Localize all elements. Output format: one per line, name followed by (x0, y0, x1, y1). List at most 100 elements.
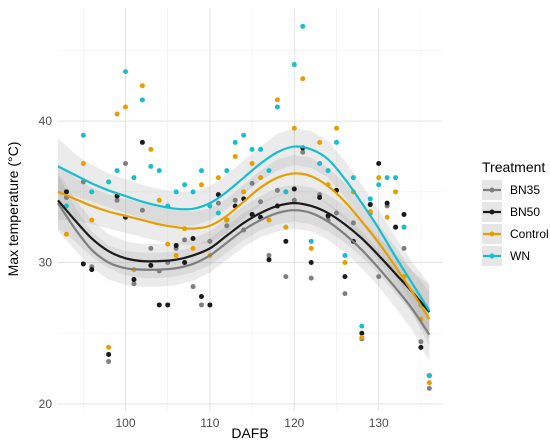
data-point-bn35 (283, 274, 289, 280)
data-point-wn (173, 189, 179, 195)
data-point-control (249, 161, 255, 167)
data-point-control (173, 252, 179, 258)
data-point-bn50 (283, 238, 289, 244)
legend: Treatment BN35 BN50 Control WN (482, 159, 549, 266)
data-point-bn35 (266, 252, 272, 258)
data-point-wn (123, 69, 129, 75)
data-point-bn50 (131, 276, 137, 282)
data-point-bn50 (148, 262, 154, 268)
data-point-wn (198, 168, 204, 174)
data-point-bn35 (300, 149, 306, 155)
legend-key-point (489, 253, 495, 259)
data-point-bn35 (401, 245, 407, 251)
data-point-control (334, 125, 340, 131)
data-point-bn35 (291, 197, 297, 203)
data-point-wn (334, 139, 340, 145)
data-point-bn35 (106, 359, 112, 365)
legend-key-point (489, 209, 495, 215)
data-point-bn35 (190, 284, 196, 290)
data-point-bn35 (232, 197, 238, 203)
data-point-bn35 (123, 161, 129, 167)
data-point-wn (241, 132, 247, 138)
data-point-wn (291, 62, 297, 68)
data-point-wn (156, 168, 162, 174)
confidence-band-control (58, 155, 430, 346)
legend-label-control: Control (510, 227, 549, 241)
data-point-control (258, 175, 264, 181)
data-point-bn35 (350, 220, 356, 226)
legend-title: Treatment (482, 159, 545, 175)
data-point-bn35 (148, 245, 154, 251)
data-point-bn50 (401, 211, 407, 217)
legend-label-wn: WN (510, 249, 530, 263)
y-tick-label: 40 (39, 114, 53, 128)
data-point-bn35 (114, 197, 120, 203)
data-point-control (384, 214, 390, 220)
data-point-bn35 (182, 237, 188, 243)
data-point-bn50 (367, 202, 373, 208)
data-point-bn35 (426, 385, 432, 391)
data-point-wn (131, 175, 137, 181)
data-point-control (106, 344, 112, 350)
legend-key-point (489, 187, 495, 193)
data-point-control (426, 380, 432, 386)
smooth-line-bn35 (57, 202, 431, 336)
data-point-control (165, 241, 171, 247)
data-point-control (308, 245, 314, 251)
data-point-bn50 (106, 351, 112, 357)
data-point-control (80, 161, 86, 167)
data-point-bn50 (80, 261, 86, 267)
data-point-wn (300, 23, 306, 29)
data-point-control (224, 217, 230, 223)
x-tick-label: 100 (116, 416, 136, 430)
smooth-line-control (57, 172, 431, 320)
smooth-lines (57, 145, 431, 336)
data-point-wn (325, 168, 331, 174)
data-point-wn (401, 224, 407, 230)
data-point-bn35 (249, 180, 255, 186)
data-point-bn35 (207, 238, 213, 244)
data-point-control (232, 153, 238, 159)
data-point-bn35 (418, 339, 424, 345)
data-point-wn (266, 168, 272, 174)
data-point-wn (376, 182, 382, 188)
data-point-bn50 (384, 200, 390, 206)
data-point-bn50 (266, 257, 272, 263)
data-point-bn35 (258, 199, 264, 205)
data-point-bn35 (274, 187, 280, 193)
data-point-control (359, 334, 365, 340)
data-point-wn (139, 97, 145, 103)
y-axis-title: Max temperature (°C) (5, 142, 21, 277)
x-axis-title: DAFB (231, 425, 268, 441)
data-point-bn35 (376, 274, 382, 280)
tick-labels: 100 110 120 130 20 30 40 (39, 114, 389, 430)
data-point-control (241, 189, 247, 195)
data-point-control (283, 224, 289, 230)
data-point-bn50 (291, 186, 297, 192)
confidence-band-bn35 (58, 174, 430, 362)
data-point-bn35 (308, 275, 314, 281)
y-tick-label: 20 (39, 397, 53, 411)
data-point-control (393, 189, 399, 195)
y-tick-label: 30 (39, 256, 53, 270)
data-point-bn35 (198, 302, 204, 308)
data-point-bn50 (207, 302, 213, 308)
data-point-control (376, 175, 382, 181)
data-point-bn50 (198, 293, 204, 299)
data-point-bn50 (156, 302, 162, 308)
data-point-wn (426, 373, 432, 379)
x-tick-label: 130 (369, 416, 389, 430)
data-point-bn35 (139, 207, 145, 213)
data-point-control (139, 83, 145, 89)
data-point-wn (342, 252, 348, 258)
data-point-control (89, 217, 95, 223)
data-point-wn (182, 182, 188, 188)
data-point-bn35 (215, 200, 221, 206)
data-point-bn50 (376, 161, 382, 167)
legend-label-bn35: BN35 (510, 183, 540, 197)
data-point-bn35 (334, 210, 340, 216)
data-point-wn (215, 210, 221, 216)
data-point-wn (249, 146, 255, 152)
data-point-control (198, 182, 204, 188)
